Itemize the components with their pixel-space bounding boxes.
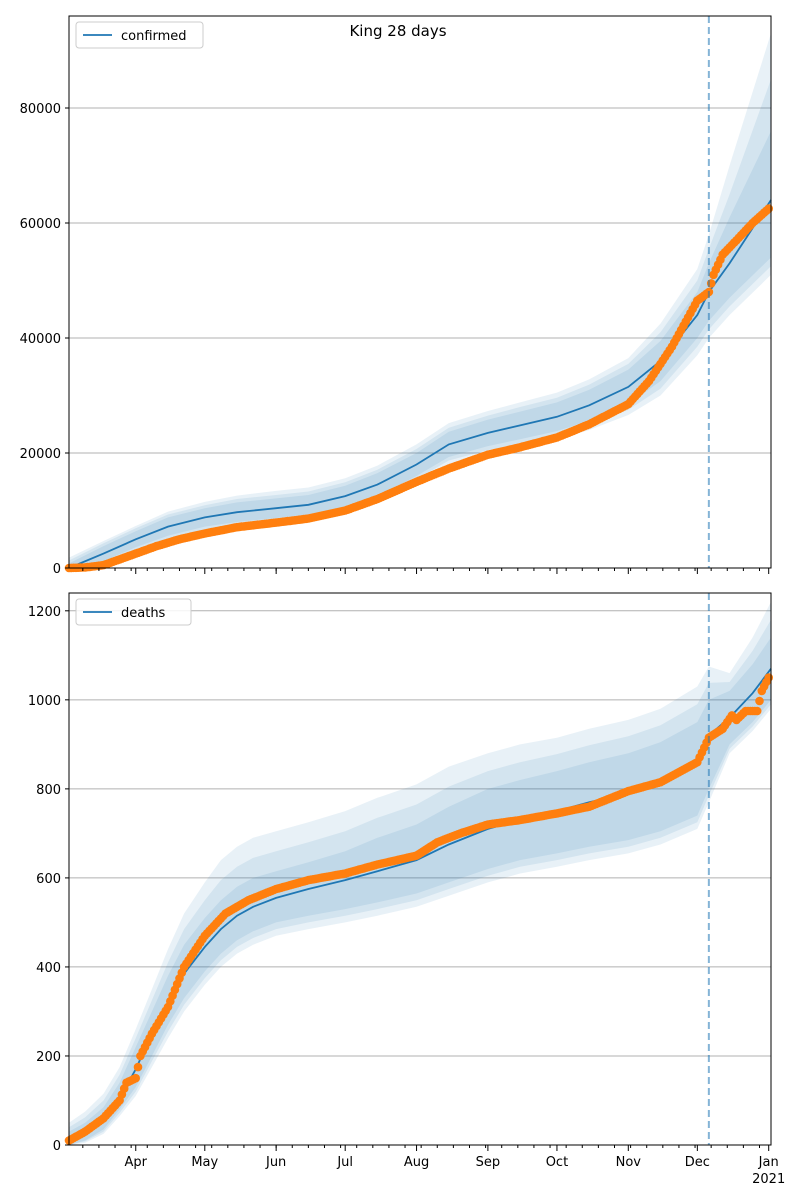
y-tick-label: 80000: [20, 102, 61, 117]
panel-confirmed: 0 20000 40000 60000 80000 confirmed: [20, 15, 773, 577]
uncertainty-band-1: [69, 637, 771, 1145]
x-tick-label: Oct: [546, 1155, 568, 1170]
observed-point: [764, 204, 773, 213]
y-tick-label: 400: [36, 961, 61, 976]
observed-point: [131, 1073, 140, 1083]
observed-point: [764, 673, 773, 682]
observed-point: [133, 1062, 143, 1072]
y-tick-label: 40000: [20, 332, 61, 347]
x-year-label: 2021: [752, 1172, 785, 1187]
y-tick-label: 800: [36, 783, 61, 798]
y-tick-label: 1200: [28, 605, 61, 620]
y-tick-label: 1000: [28, 694, 61, 709]
x-tick-label: Aug: [404, 1155, 429, 1170]
x-tick-label: Nov: [616, 1155, 642, 1170]
x-tick-label: Jan: [758, 1155, 779, 1170]
y-tick-label: 600: [36, 872, 61, 887]
y-tick-label: 200: [36, 1050, 61, 1065]
chart-title: King 28 days: [349, 22, 446, 40]
uncertainty-band-2: [69, 33, 771, 569]
x-tick-label: Jun: [265, 1155, 286, 1170]
legend-box: [75, 598, 192, 626]
observed-point: [755, 696, 764, 706]
y-tick-label: 0: [53, 1139, 61, 1154]
legend-box: [75, 21, 204, 49]
x-tick-label: Apr: [124, 1155, 147, 1170]
y-tick-label: 20000: [20, 447, 61, 462]
observed-point: [752, 706, 762, 716]
uncertainty-band-3: [69, 619, 771, 1145]
legend-label: deaths: [121, 606, 166, 621]
plot-frame: [68, 15, 772, 569]
uncertainty-band-3: [69, 79, 771, 569]
uncertainty-band-2: [69, 601, 771, 1145]
y-tick-label: 60000: [20, 217, 61, 232]
x-tick-label: Jul: [336, 1155, 353, 1170]
x-tick-label: Sep: [476, 1155, 501, 1170]
x-tick-label: May: [191, 1155, 218, 1170]
y-tick-label: 0: [53, 562, 61, 577]
panel-deaths: 0 200 400 600 800 1000 1200 Apr May Jun Jul Aug Sep O…: [28, 592, 785, 1187]
legend-label: confirmed: [121, 29, 187, 44]
plot-frame: [68, 592, 772, 1146]
x-tick-label: Dec: [685, 1155, 710, 1170]
